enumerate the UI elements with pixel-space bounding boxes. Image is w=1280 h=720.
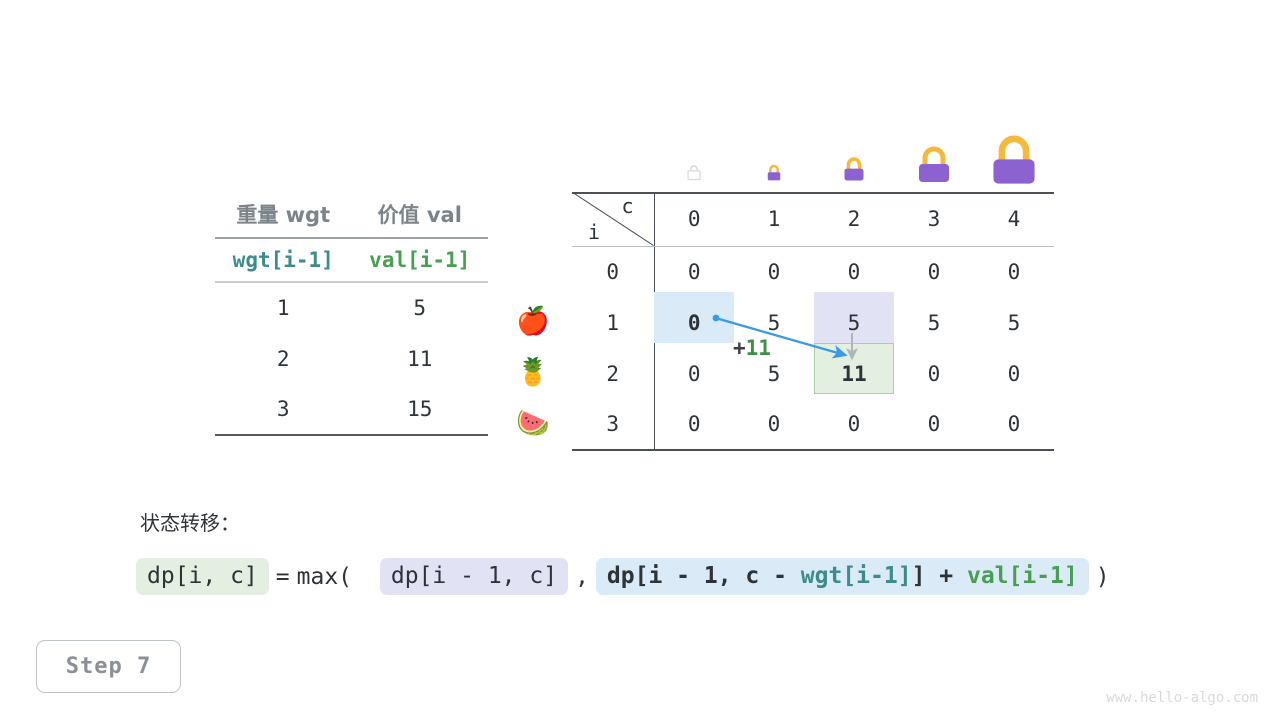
- dp-corner-cell: i c: [572, 192, 655, 247]
- dp-cell-0-3: 0: [927, 259, 941, 284]
- watermark: www.hello-algo.com: [1106, 690, 1258, 706]
- formula-term-2-prefix: dp[i - 1, c -: [606, 563, 801, 589]
- corner-diagonal-icon: [572, 192, 654, 246]
- dp-cell-2-1: 5: [767, 361, 781, 386]
- item-weight-cell: 1: [276, 296, 290, 320]
- dp-col-axis-label: c: [621, 194, 634, 218]
- dp-cell-2-3: 0: [927, 361, 941, 386]
- formula-close-paren: ): [1095, 563, 1110, 590]
- plus-value: 11: [745, 336, 771, 360]
- dp-col-header-0: 0: [654, 192, 734, 247]
- formula-lhs: dp[i, c]: [136, 558, 269, 596]
- dp-cell-3-3: 0: [894, 399, 974, 451]
- item-table-header-row: 重量 wgt 价值 val: [215, 190, 488, 239]
- dp-row-header-0: 0: [572, 246, 655, 297]
- item-table-header-value: 价值 val: [351, 190, 488, 239]
- item-table: 重量 wgt 价值 val wgt[i-1] val[i-1] 1 5 2 11…: [215, 190, 488, 436]
- dp-row-axis-label: i: [588, 219, 601, 244]
- step-badge: Step 7: [36, 640, 181, 693]
- item-table-header-value-label: 价值 val: [377, 202, 462, 227]
- dp-cell-2-4: 0: [1007, 361, 1021, 386]
- transition-formula: dp[i, c] = max( dp[i - 1, c] , dp[i - 1,…: [136, 558, 1117, 596]
- formula-comma: ,: [575, 563, 589, 590]
- formula-equals: =: [275, 563, 290, 590]
- bag-icon-capacity-2: [814, 148, 894, 190]
- dp-header-row: i c 0 1 2 3 4: [572, 192, 1054, 247]
- dp-cell-0-4: 0: [1007, 259, 1021, 284]
- dp-cell-2-0: 0: [687, 361, 701, 386]
- item-weight-cell: 3: [215, 384, 352, 436]
- bag-icon-capacity-0: [654, 160, 734, 190]
- dp-cell-3-2: 0: [814, 399, 894, 451]
- item-table-subheader-wgt: wgt[i-1]: [215, 238, 352, 283]
- dp-cell-0-0: 0: [687, 259, 701, 284]
- watermelon-icon: 🍉: [516, 408, 550, 439]
- dp-cell-1-3: 5: [927, 310, 941, 335]
- bag-icon-capacity-3: [894, 138, 974, 190]
- item-table-header-weight: 重量 wgt: [215, 190, 352, 239]
- dp-cell-1-2: 5: [847, 310, 861, 335]
- formula-term-1: dp[i - 1, c]: [379, 558, 569, 596]
- table-row: 2 0 5 11 0 0: [572, 348, 1054, 399]
- dp-col-header-4: 4: [974, 192, 1054, 247]
- dp-cell-0-1: 0: [767, 259, 781, 284]
- table-row: 2 11: [215, 333, 488, 384]
- table-row: 1 5: [215, 282, 488, 333]
- formula-token-val: val[i-1]: [966, 563, 1078, 589]
- item-value-cell: 5: [413, 296, 427, 320]
- formula-max-open: max(: [296, 563, 353, 590]
- item-table-header-weight-label: 重量 wgt: [236, 202, 331, 227]
- dp-col-header-3: 3: [894, 192, 974, 247]
- plus-sign: +: [733, 336, 746, 360]
- item-table-subheader-val: val[i-1]: [351, 238, 488, 283]
- dp-table: i c 0 1 2 3 4 0 0 0 0 0 0: [572, 192, 1054, 451]
- bag-icon-capacity-1: [734, 156, 814, 190]
- dp-col-header-1: 1: [734, 192, 814, 247]
- item-value-cell: 11: [407, 346, 433, 371]
- dp-col-header-2: 2: [814, 192, 894, 247]
- item-value-cell: 15: [351, 384, 488, 436]
- item-table-subheader-row: wgt[i-1] val[i-1]: [215, 238, 488, 283]
- step-badge-label: Step 7: [65, 654, 152, 679]
- formula-term-2: dp[i - 1, c - wgt[i-1]] + val[i-1]: [595, 558, 1089, 596]
- dp-grid: i c 0 1 2 3 4 0 0 0 0 0 0: [572, 192, 1054, 451]
- item-weight-cell: 2: [276, 346, 290, 371]
- table-row: 1 0 5 5 5 5: [572, 297, 1054, 348]
- table-row: 0 0 0 0 0 0: [572, 246, 1054, 297]
- dp-row-header-3: 3: [572, 399, 655, 451]
- apple-icon: 🍎: [516, 306, 550, 337]
- formula-term-2-mid: ] +: [911, 563, 967, 589]
- capacity-bag-row: [572, 128, 1054, 190]
- item-icon-column: 🍎 🍍 🍉: [505, 296, 561, 449]
- dp-cell-1-0: 0: [687, 310, 701, 335]
- dp-cell-3-0: 0: [654, 399, 734, 451]
- item-table-grid: 重量 wgt 价值 val wgt[i-1] val[i-1] 1 5 2 11…: [215, 190, 488, 436]
- bag-icon-capacity-4: [974, 128, 1054, 190]
- dp-row-header-2: 2: [572, 348, 655, 399]
- arrow-value-label: +11: [733, 336, 771, 360]
- dp-cell-1-4: 5: [1007, 310, 1021, 335]
- transition-label: 状态转移：: [140, 511, 240, 535]
- dp-cell-3-1: 0: [734, 399, 814, 451]
- dp-row-header-1: 1: [572, 297, 655, 348]
- dp-cell-2-2: 11: [841, 361, 867, 386]
- dp-grid-table: i c 0 1 2 3 4 0 0 0 0 0 0: [572, 192, 1054, 451]
- table-row: 3 15: [215, 384, 488, 436]
- dp-cell-3-4: 0: [974, 399, 1054, 451]
- pineapple-icon: 🍍: [516, 357, 550, 388]
- formula-token-wgt: wgt[i-1]: [800, 563, 912, 589]
- table-row: 3 0 0 0 0 0: [572, 399, 1054, 451]
- dp-cell-0-2: 0: [847, 259, 861, 284]
